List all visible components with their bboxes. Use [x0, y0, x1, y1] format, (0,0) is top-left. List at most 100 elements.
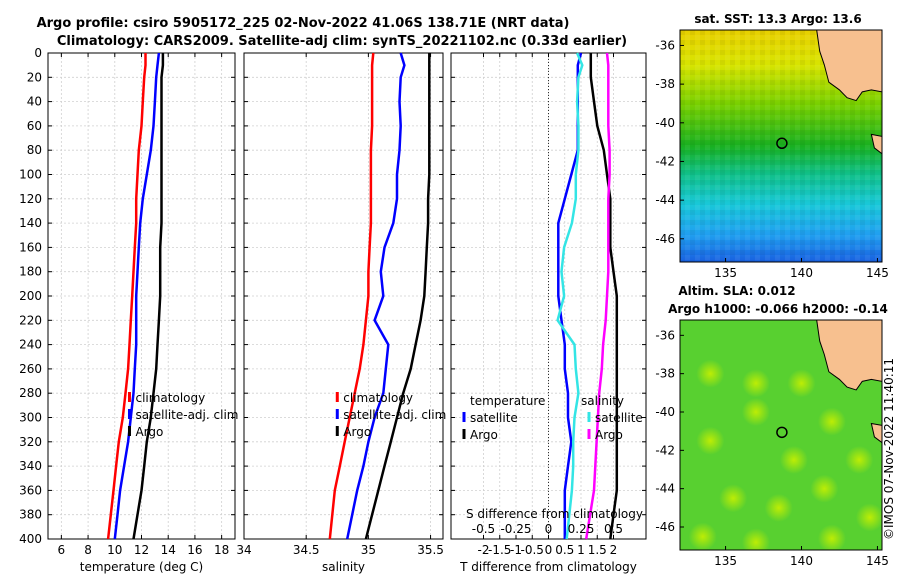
- profile-panel-1: 6 8 10 12 14 16 18 temperature (deg C) 0 20 40 60 80…: [19, 46, 238, 574]
- sla-anomaly: [845, 445, 874, 474]
- sla-anomaly: [696, 426, 725, 455]
- x-axis-label: salinity: [322, 560, 365, 574]
- sla-anomaly: [688, 522, 717, 550]
- sla-anomaly: [779, 445, 808, 474]
- s-tick-label: -0.25: [500, 522, 531, 536]
- imos-watermark: ©IMOS 07-Nov-2022 11:40:11: [882, 358, 896, 540]
- depth-tick-label: 180: [19, 265, 42, 279]
- map-y-tick-label: -42: [655, 443, 675, 457]
- legend-label: climatology: [135, 391, 205, 405]
- x-tick-label: -2: [478, 543, 490, 557]
- depth-tick-label: 100: [19, 168, 42, 182]
- profile-panel-2: 34 34.5 35 35.5 salinity climatology satellite…: [236, 52, 446, 574]
- series-line-salinity-argo: [584, 52, 611, 540]
- sla-anomaly: [741, 398, 770, 426]
- map-content: [680, 320, 882, 550]
- sla-map-title: Altim. SLA: 0.012: [678, 284, 795, 298]
- series-line-argo: [132, 53, 165, 540]
- map-content: [680, 30, 882, 262]
- map-y-tick-label: -36: [655, 38, 675, 52]
- depth-tick-label: 40: [27, 95, 42, 109]
- map-x-tick-label: 145: [866, 266, 889, 280]
- depth-tick-label: 240: [19, 338, 42, 352]
- sst-map-panel: 135 140 145 -36 -38 -40 -42 -44 -46 sat. SST: 13.…: [655, 12, 889, 280]
- sla-anomaly: [719, 484, 748, 513]
- series-line-salinity-satellite: [556, 52, 584, 540]
- legend-label: Argo: [595, 428, 623, 442]
- depth-tick-label: 20: [27, 70, 42, 84]
- x-tick-label: 12: [134, 543, 149, 557]
- s-axis-label: S difference from climatology: [466, 507, 643, 521]
- depth-tick-label: 200: [19, 289, 42, 303]
- depth-tick-label: 160: [19, 240, 42, 254]
- legend-label: satellite: [470, 411, 518, 425]
- x-tick-label: 10: [107, 543, 122, 557]
- x-tick-label: 35.5: [417, 543, 444, 557]
- argo-location-marker: [776, 137, 788, 150]
- s-tick-label: 0.25: [568, 522, 595, 536]
- x-axis-label: T difference from climatology: [459, 560, 637, 574]
- sla-anomaly: [855, 503, 882, 532]
- x-tick-label: 16: [187, 543, 202, 557]
- x-tick-label: 8: [84, 543, 92, 557]
- map-y-tick-label: -46: [655, 520, 675, 534]
- x-tick-label: 0: [545, 543, 553, 557]
- s-tick-label: 0: [545, 522, 553, 536]
- legend-label: satellite-adj. clim: [135, 408, 238, 422]
- depth-tick-label: 380: [19, 508, 42, 522]
- x-tick-label: 14: [161, 543, 176, 557]
- argo-location-marker: [776, 426, 788, 439]
- map-y-tick-label: -38: [655, 77, 675, 91]
- series-line-satellite-adj-clim: [113, 52, 161, 540]
- depth-tick-label: 340: [19, 459, 42, 473]
- depth-tick-label: 60: [27, 119, 42, 133]
- sla-anomaly: [810, 474, 839, 503]
- x-tick-label: 6: [58, 543, 66, 557]
- x-tick-label: 35: [361, 543, 376, 557]
- x-tick-label: 18: [214, 543, 229, 557]
- depth-tick-label: 300: [19, 411, 42, 425]
- legend-label: satellite: [595, 411, 643, 425]
- legend-label: Argo: [135, 425, 163, 439]
- land-tasmania: [870, 422, 882, 444]
- sla-anomaly: [741, 528, 770, 550]
- map-y-tick-label: -40: [655, 116, 675, 130]
- map-x-tick-label: 140: [790, 554, 813, 568]
- x-tick-label: -0.5: [521, 543, 544, 557]
- series-line-climatology: [106, 53, 147, 540]
- x-axis-label: temperature (deg C): [80, 560, 203, 574]
- x-tick-label: 34: [236, 543, 251, 557]
- x-tick-label: 34.5: [293, 543, 320, 557]
- sla-anomaly: [787, 369, 816, 398]
- map-x-tick-label: 135: [714, 266, 737, 280]
- sla-anomaly: [817, 407, 846, 436]
- sla-map-panel: 135 140 145 -36 -38 -40 -42 -44 -46 Altim. SLA: 0…: [655, 284, 889, 568]
- x-tick-label: -1: [510, 543, 522, 557]
- series-line-argo: [364, 53, 431, 540]
- series-line-temperature-argo: [589, 53, 619, 540]
- map-y-tick-label: -44: [655, 193, 675, 207]
- sla-anomaly: [817, 524, 846, 550]
- map-x-tick-label: 145: [866, 554, 889, 568]
- legend-label: Argo: [470, 428, 498, 442]
- legend-title-temperature: temperature: [470, 394, 545, 408]
- sla-map-subtitle: Argo h1000: -0.066 h2000: -0.14: [668, 302, 888, 316]
- s-tick-label: 0.5: [604, 522, 623, 536]
- depth-tick-label: 400: [19, 532, 42, 546]
- map-y-tick-label: -46: [655, 232, 675, 246]
- x-tick-label: 0.5: [555, 543, 574, 557]
- land-tasmania: [870, 133, 882, 155]
- legend-label: satellite-adj. clim: [343, 408, 446, 422]
- map-frame: [679, 29, 883, 263]
- x-tick-label: -1.5: [488, 543, 511, 557]
- land-mainland: [816, 320, 882, 391]
- figure-title-line1: Argo profile: csiro 5905172_225 02-Nov-2…: [37, 16, 570, 31]
- depth-tick-label: 280: [19, 386, 42, 400]
- x-tick-label: 2: [610, 543, 618, 557]
- depth-tick-label: 220: [19, 313, 42, 327]
- s-tick-label: -0.5: [472, 522, 495, 536]
- legend-label: climatology: [343, 391, 413, 405]
- sla-anomaly: [764, 493, 793, 522]
- depth-tick-label: 120: [19, 192, 42, 206]
